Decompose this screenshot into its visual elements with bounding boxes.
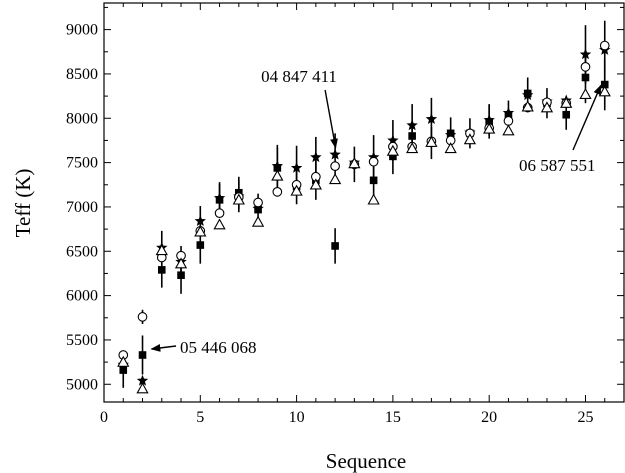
star-marker — [406, 119, 418, 131]
square-marker — [369, 176, 378, 185]
y-axis-label: Teff (K) — [11, 169, 35, 238]
star-marker — [329, 148, 341, 160]
square-marker — [581, 73, 590, 82]
y-tick-label: 5000 — [66, 376, 98, 393]
triangle-marker — [194, 225, 207, 237]
y-tick-label: 8500 — [66, 66, 98, 83]
y-tick-label: 7500 — [66, 155, 98, 172]
triangle-marker — [155, 244, 168, 256]
triangle-marker — [328, 173, 342, 185]
y-tick-label: 8000 — [66, 110, 98, 127]
annotations: 04 847 411 05 446 068 06 587 551 — [150, 67, 602, 357]
triangle-marker — [598, 85, 611, 97]
axis-tick-labels: 0 5 10 15 20 25 5000 5500 6000 6500 7000 7500 8000 85… — [66, 22, 593, 426]
star-marker — [310, 151, 322, 163]
annotation-arrow — [324, 89, 338, 149]
circle-marker — [272, 187, 283, 197]
star-marker — [522, 89, 534, 101]
circle-marker — [580, 61, 591, 72]
circle-marker — [137, 312, 148, 322]
triangle-marker — [502, 124, 515, 136]
x-tick-label: 20 — [481, 409, 497, 426]
star-marker — [444, 129, 457, 140]
triangle-marker — [444, 142, 457, 154]
square-marker — [408, 132, 416, 140]
circle-marker — [599, 40, 610, 51]
triangle-marker — [174, 257, 188, 269]
x-tick-label: 15 — [385, 409, 401, 426]
triangle-marker — [406, 142, 419, 154]
star-marker — [213, 192, 226, 203]
annotation-label: 04 847 411 — [261, 67, 337, 86]
triangle-marker — [463, 133, 477, 145]
triangle-marker — [290, 184, 303, 196]
star-marker — [290, 161, 303, 173]
triangle-marker — [251, 215, 265, 227]
star-marker — [136, 374, 149, 386]
star-marker — [271, 160, 284, 171]
star-marker — [252, 202, 264, 214]
y-tick-label: 6000 — [66, 288, 98, 305]
circle-marker — [330, 161, 340, 171]
triangle-marker — [540, 101, 554, 113]
plot-frame — [103, 2, 625, 403]
square-marker — [389, 152, 397, 161]
triangle-marker — [232, 193, 245, 205]
annotation-label: 06 587 551 — [519, 156, 596, 175]
triangle-marker — [213, 218, 226, 230]
triangle-marker — [521, 100, 534, 112]
triangle-marker — [271, 169, 284, 181]
data-markers — [117, 40, 611, 394]
circle-marker — [214, 208, 225, 218]
x-axis-label: Sequence — [326, 449, 406, 473]
y-tick-label: 6500 — [66, 243, 98, 260]
triangle-marker — [367, 193, 380, 205]
square-marker — [331, 242, 339, 250]
square-marker — [562, 110, 571, 119]
y-tick-label: 7000 — [66, 199, 98, 216]
triangle-marker — [425, 135, 438, 147]
x-tick-label: 0 — [100, 409, 108, 426]
circle-marker — [253, 197, 263, 208]
x-tick-label: 5 — [196, 409, 204, 426]
square-marker — [196, 241, 205, 249]
annotation-arrow — [572, 84, 602, 151]
x-tick-label: 10 — [289, 409, 305, 426]
circle-marker — [503, 116, 514, 126]
star-marker — [483, 114, 495, 125]
square-marker — [157, 266, 166, 274]
star-marker — [425, 113, 438, 125]
triangle-marker — [348, 157, 361, 169]
star-marker — [387, 134, 399, 146]
star-marker — [194, 215, 206, 226]
square-marker — [600, 80, 609, 89]
triangle-marker — [560, 96, 573, 108]
square-marker — [138, 351, 147, 359]
annotation-arrow — [150, 344, 177, 352]
triangle-marker — [579, 87, 592, 100]
square-marker — [177, 271, 185, 280]
axes-frame — [103, 2, 625, 403]
y-tick-label: 9000 — [66, 22, 98, 39]
error-bars — [122, 20, 606, 388]
triangle-marker — [309, 178, 322, 190]
star-marker — [579, 48, 592, 60]
x-tick-label: 25 — [577, 409, 593, 426]
triangle-marker — [386, 144, 400, 156]
y-tick-label: 5500 — [66, 332, 98, 349]
triangle-marker — [136, 382, 149, 394]
axis-ticks — [103, 3, 625, 402]
square-marker — [119, 366, 128, 374]
triangle-marker — [483, 122, 496, 134]
star-marker — [367, 151, 380, 163]
annotation-label: 05 446 068 — [180, 338, 257, 357]
triangle-marker — [117, 355, 130, 367]
circle-marker — [368, 156, 379, 167]
star-marker — [502, 106, 515, 118]
